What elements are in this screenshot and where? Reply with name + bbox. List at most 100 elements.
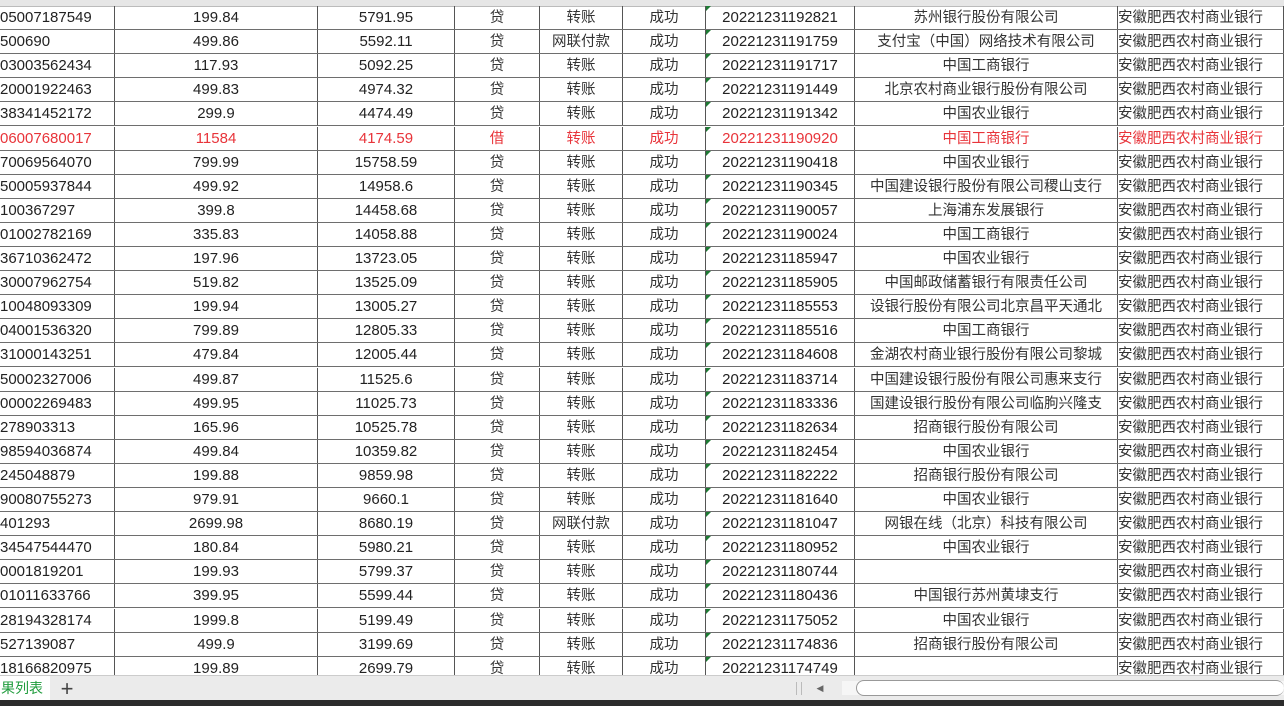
balance-cell[interactable]: 5592.11	[318, 30, 455, 54]
transaction-type-cell[interactable]: 转账	[540, 319, 623, 343]
counterparty-bank-cell[interactable]: 金湖农村商业银行股份有限公司黎城	[855, 343, 1118, 367]
own-bank-cell[interactable]: 安徽肥西农村商业银行	[1118, 512, 1284, 536]
account-cell[interactable]: 34547544470	[0, 536, 115, 560]
balance-cell[interactable]: 5791.95	[318, 6, 455, 29]
debit-credit-cell[interactable]: 贷	[455, 102, 540, 126]
amount-cell[interactable]: 519.82	[115, 271, 318, 295]
own-bank-cell[interactable]: 安徽肥西农村商业银行	[1118, 198, 1284, 222]
balance-cell[interactable]: 8680.19	[318, 512, 455, 536]
status-cell[interactable]: 成功	[623, 6, 706, 29]
balance-cell[interactable]: 13525.09	[318, 271, 455, 295]
amount-cell[interactable]: 499.84	[115, 439, 318, 463]
table-row[interactable]: 01002782169 335.83 14058.88 贷转账 成功 2022123119…	[0, 222, 1284, 247]
balance-cell[interactable]: 5980.21	[318, 536, 455, 560]
debit-credit-cell[interactable]: 贷	[455, 30, 540, 54]
counterparty-bank-cell[interactable]: 中国建设银行股份有限公司稷山支行	[855, 174, 1118, 198]
account-cell[interactable]: 38341452172	[0, 102, 115, 126]
table-row[interactable]: 00002269483 499.95 11025.73 贷转账 成功 2022123118…	[0, 391, 1284, 416]
transaction-type-cell[interactable]: 转账	[540, 150, 623, 174]
counterparty-bank-cell[interactable]: 中国建设银行股份有限公司惠来支行	[855, 367, 1118, 391]
amount-cell[interactable]: 1999.8	[115, 608, 318, 632]
debit-credit-cell[interactable]: 贷	[455, 391, 540, 415]
own-bank-cell[interactable]: 安徽肥西农村商业银行	[1118, 584, 1284, 608]
amount-cell[interactable]: 199.93	[115, 560, 318, 584]
account-cell[interactable]: 28194328174	[0, 608, 115, 632]
balance-cell[interactable]: 10525.78	[318, 415, 455, 439]
amount-cell[interactable]: 117.93	[115, 54, 318, 78]
debit-credit-cell[interactable]: 贷	[455, 174, 540, 198]
own-bank-cell[interactable]: 安徽肥西农村商业银行	[1118, 78, 1284, 102]
transaction-time-cell[interactable]: 20221231190057	[706, 198, 855, 222]
transaction-time-cell[interactable]: 20221231181640	[706, 488, 855, 511]
own-bank-cell[interactable]: 安徽肥西农村商业银行	[1118, 102, 1284, 126]
table-row[interactable]: 0001819201 199.93 5799.37 贷转账 成功 202212311807…	[0, 560, 1284, 585]
amount-cell[interactable]: 399.8	[115, 198, 318, 222]
table-row[interactable]: 01011633766 399.95 5599.44 贷转账 成功 20221231180…	[0, 584, 1284, 609]
counterparty-bank-cell[interactable]: 中国农业银行	[855, 247, 1118, 270]
counterparty-bank-cell[interactable]: 中国工商银行	[855, 222, 1118, 246]
counterparty-bank-cell[interactable]: 中国农业银行	[855, 488, 1118, 511]
transaction-time-cell[interactable]: 20221231191342	[706, 102, 855, 126]
debit-credit-cell[interactable]: 贷	[455, 222, 540, 246]
transaction-time-cell[interactable]: 20221231190024	[706, 222, 855, 246]
debit-credit-cell[interactable]: 贷	[455, 463, 540, 487]
scroll-left-arrow-icon[interactable]: ◀	[816, 683, 824, 693]
account-cell[interactable]: 100367297	[0, 198, 115, 222]
table-row[interactable]: 34547544470 180.84 5980.21 贷转账 成功 20221231180…	[0, 536, 1284, 561]
transaction-type-cell[interactable]: 转账	[540, 608, 623, 632]
debit-credit-cell[interactable]: 贷	[455, 632, 540, 656]
own-bank-cell[interactable]: 安徽肥西农村商业银行	[1118, 222, 1284, 246]
table-row[interactable]: 98594036874 499.84 10359.82 贷转账 成功 2022123118…	[0, 439, 1284, 464]
table-row[interactable]: 10048093309 199.94 13005.27 贷转账 成功 2022123118…	[0, 295, 1284, 320]
amount-cell[interactable]: 499.83	[115, 78, 318, 102]
plus-icon[interactable]: +	[60, 676, 74, 701]
transaction-time-cell[interactable]: 20221231191717	[706, 54, 855, 78]
table-row[interactable]: 28194328174 1999.8 5199.49 贷转账 成功 20221231175…	[0, 608, 1284, 633]
transaction-type-cell[interactable]: 网联付款	[540, 512, 623, 536]
status-cell[interactable]: 成功	[623, 512, 706, 536]
status-cell[interactable]: 成功	[623, 54, 706, 78]
own-bank-cell[interactable]: 安徽肥西农村商业银行	[1118, 343, 1284, 367]
status-cell[interactable]: 成功	[623, 30, 706, 54]
transaction-time-cell[interactable]: 20221231174749	[706, 656, 855, 680]
horizontal-scrollbar-thumb[interactable]	[856, 680, 1284, 696]
amount-cell[interactable]: 499.87	[115, 367, 318, 391]
account-cell[interactable]: 245048879	[0, 463, 115, 487]
counterparty-bank-cell[interactable]: 中国工商银行	[855, 319, 1118, 343]
table-row[interactable]: 70069564070 799.99 15758.59 贷转账 成功 2022123119…	[0, 150, 1284, 175]
transaction-type-cell[interactable]: 转账	[540, 391, 623, 415]
debit-credit-cell[interactable]: 贷	[455, 295, 540, 319]
debit-credit-cell[interactable]: 贷	[455, 608, 540, 632]
own-bank-cell[interactable]: 安徽肥西农村商业银行	[1118, 415, 1284, 439]
account-cell[interactable]: 0001819201	[0, 560, 115, 584]
status-cell[interactable]: 成功	[623, 608, 706, 632]
balance-cell[interactable]: 4474.49	[318, 102, 455, 126]
counterparty-bank-cell[interactable]: 招商银行股份有限公司	[855, 463, 1118, 487]
status-cell[interactable]: 成功	[623, 174, 706, 198]
table-row[interactable]: 20001922463 499.83 4974.32 贷转账 成功 20221231191…	[0, 78, 1284, 103]
status-cell[interactable]: 成功	[623, 150, 706, 174]
sheet-tab[interactable]: 果列表	[0, 676, 50, 701]
counterparty-bank-cell[interactable]: 中国银行苏州黄埭支行	[855, 584, 1118, 608]
status-cell[interactable]: 成功	[623, 367, 706, 391]
transaction-time-cell[interactable]: 20221231185947	[706, 247, 855, 270]
amount-cell[interactable]: 199.89	[115, 656, 318, 680]
status-cell[interactable]: 成功	[623, 319, 706, 343]
account-cell[interactable]: 20001922463	[0, 78, 115, 102]
balance-cell[interactable]: 5199.49	[318, 608, 455, 632]
account-cell[interactable]: 98594036874	[0, 439, 115, 463]
transaction-type-cell[interactable]: 转账	[540, 247, 623, 270]
counterparty-bank-cell[interactable]: 招商银行股份有限公司	[855, 632, 1118, 656]
account-cell[interactable]: 401293	[0, 512, 115, 536]
amount-cell[interactable]: 2699.98	[115, 512, 318, 536]
own-bank-cell[interactable]: 安徽肥西农村商业银行	[1118, 271, 1284, 295]
transaction-type-cell[interactable]: 转账	[540, 463, 623, 487]
debit-credit-cell[interactable]: 贷	[455, 6, 540, 29]
account-cell[interactable]: 70069564070	[0, 150, 115, 174]
amount-cell[interactable]: 199.84	[115, 6, 318, 29]
balance-cell[interactable]: 5599.44	[318, 584, 455, 608]
debit-credit-cell[interactable]: 贷	[455, 319, 540, 343]
debit-credit-cell[interactable]: 贷	[455, 656, 540, 680]
table-row[interactable]: 06007680017 11584 4174.59 借转账 成功 202212311909…	[0, 126, 1284, 151]
own-bank-cell[interactable]: 安徽肥西农村商业银行	[1118, 608, 1284, 632]
